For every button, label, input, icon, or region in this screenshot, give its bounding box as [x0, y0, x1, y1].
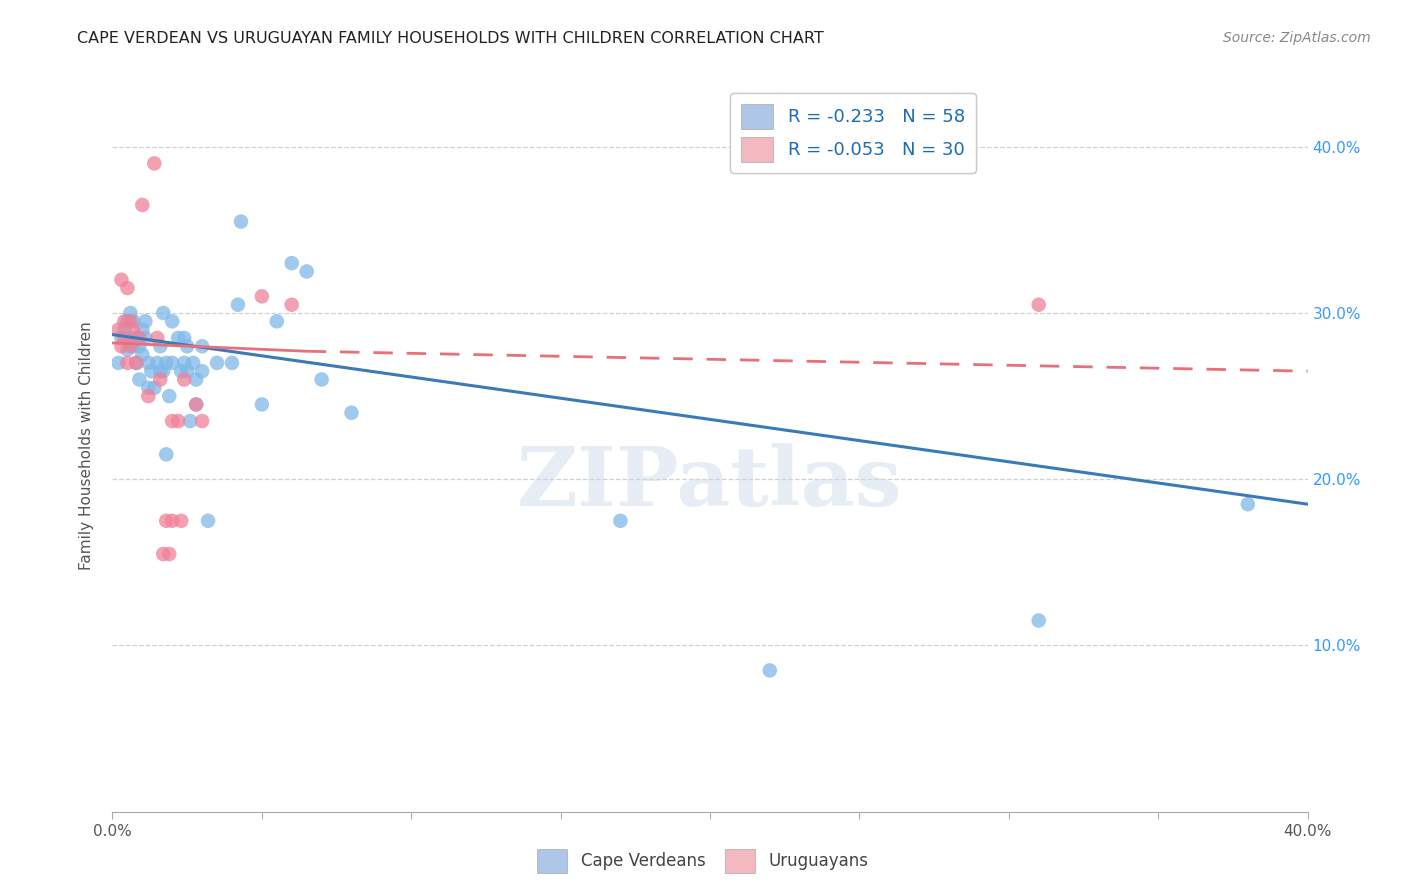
Point [125, 331, 148, 345]
Point [138, 389, 160, 403]
Point [162, 356, 183, 370]
Point [128, 339, 150, 353]
Point [162, 314, 183, 328]
Point [266, 314, 288, 328]
Point [609, 514, 631, 528]
Point [162, 414, 183, 428]
Point [114, 323, 135, 337]
Point [229, 214, 252, 228]
Point [205, 356, 228, 370]
Point [176, 339, 198, 353]
Point [107, 356, 129, 370]
Text: ZIPatlas: ZIPatlas [517, 442, 903, 523]
Point [110, 339, 132, 353]
Point [191, 339, 214, 353]
Point [114, 331, 135, 345]
Point [152, 306, 174, 320]
Point [1237, 497, 1260, 511]
Point [167, 414, 190, 428]
Point [131, 347, 153, 362]
Point [186, 372, 208, 386]
Point [131, 323, 153, 337]
Point [146, 356, 169, 370]
Point [162, 514, 183, 528]
Point [122, 323, 145, 337]
Point [340, 406, 363, 420]
Point [281, 298, 304, 312]
Point [197, 514, 219, 528]
Point [120, 306, 142, 320]
Point [120, 314, 142, 328]
Point [128, 331, 150, 345]
Point [221, 356, 243, 370]
Point [128, 372, 150, 386]
Point [181, 356, 204, 370]
Point [110, 331, 132, 345]
Point [173, 372, 195, 386]
Point [134, 314, 156, 328]
Point [170, 514, 193, 528]
Point [114, 314, 135, 328]
Point [1028, 298, 1050, 312]
Point [191, 364, 214, 378]
Point [155, 514, 177, 528]
Point [134, 331, 156, 345]
Point [152, 547, 174, 561]
Point [143, 381, 166, 395]
Point [125, 356, 148, 370]
Point [186, 397, 208, 411]
Point [117, 314, 139, 328]
Point [157, 547, 180, 561]
Text: Source: ZipAtlas.com: Source: ZipAtlas.com [1223, 31, 1371, 45]
Point [117, 281, 139, 295]
Point [125, 356, 148, 370]
Point [141, 364, 163, 378]
Text: CAPE VERDEAN VS URUGUAYAN FAMILY HOUSEHOLDS WITH CHILDREN CORRELATION CHART: CAPE VERDEAN VS URUGUAYAN FAMILY HOUSEHO… [77, 31, 824, 46]
Point [149, 339, 172, 353]
Point [143, 156, 166, 170]
Point [759, 664, 782, 678]
Point [155, 447, 177, 461]
Point [120, 331, 142, 345]
Point [281, 256, 304, 270]
Point [117, 343, 139, 357]
Point [170, 364, 193, 378]
Point [149, 364, 172, 378]
Point [295, 264, 318, 278]
Point [149, 372, 172, 386]
Legend: Cape Verdeans, Uruguayans: Cape Verdeans, Uruguayans [530, 842, 876, 880]
Legend: R = -0.233   N = 58, R = -0.053   N = 30: R = -0.233 N = 58, R = -0.053 N = 30 [730, 93, 976, 173]
Point [191, 414, 214, 428]
Point [138, 381, 160, 395]
Point [250, 397, 273, 411]
Point [173, 331, 195, 345]
Point [250, 289, 273, 303]
Point [173, 356, 195, 370]
Y-axis label: Family Households with Children: Family Households with Children [79, 322, 94, 570]
Point [186, 397, 208, 411]
Point [131, 198, 153, 212]
Point [122, 339, 145, 353]
Point [110, 273, 132, 287]
Point [179, 414, 201, 428]
Point [176, 364, 198, 378]
Point [1028, 614, 1050, 628]
Point [226, 298, 249, 312]
Point [152, 364, 174, 378]
Point [122, 314, 145, 328]
Point [157, 389, 180, 403]
Point [311, 372, 333, 386]
Point [155, 356, 177, 370]
Point [138, 356, 160, 370]
Point [117, 356, 139, 370]
Point [146, 331, 169, 345]
Point [167, 331, 190, 345]
Point [120, 339, 142, 353]
Point [107, 323, 129, 337]
